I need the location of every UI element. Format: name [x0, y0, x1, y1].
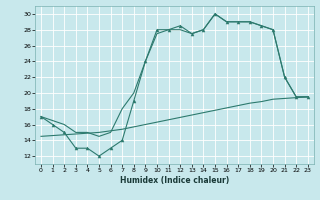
X-axis label: Humidex (Indice chaleur): Humidex (Indice chaleur) — [120, 176, 229, 185]
